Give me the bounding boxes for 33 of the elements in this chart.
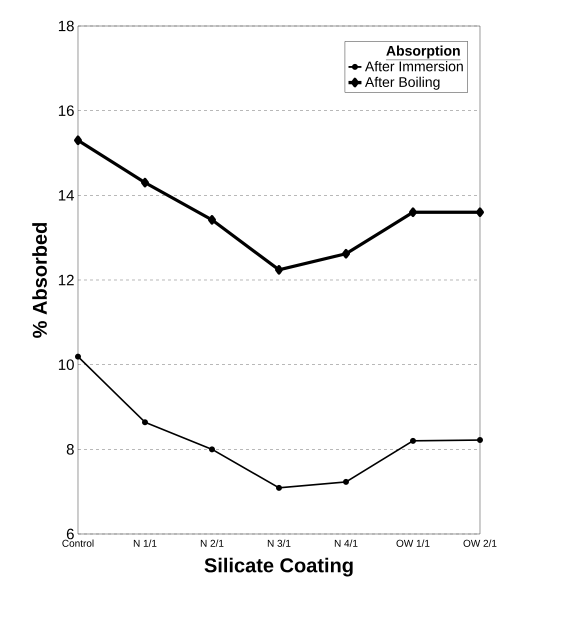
point bbox=[74, 136, 82, 146]
x-tick-label: N 2/1 bbox=[200, 540, 224, 547]
x-tick-label: Control bbox=[62, 540, 94, 547]
point bbox=[410, 438, 416, 444]
x-axis-title: Silicate Coating bbox=[204, 558, 353, 576]
y-tick-label: 8 bbox=[66, 444, 74, 455]
y-tick-label: 16 bbox=[58, 105, 74, 116]
x-tick-label: OW 2/1 bbox=[464, 540, 496, 547]
point bbox=[342, 248, 350, 259]
y-axis-title: % Absorbed bbox=[32, 223, 47, 338]
point bbox=[74, 354, 81, 360]
point bbox=[408, 207, 417, 218]
legend-label: After Boiling bbox=[364, 76, 440, 90]
point bbox=[140, 178, 149, 188]
point bbox=[142, 419, 148, 426]
x-tick-label: OW 1/1 bbox=[396, 540, 430, 547]
y-tick-label: 14 bbox=[58, 190, 74, 200]
y-tick-label: 18 bbox=[58, 20, 74, 32]
point bbox=[276, 484, 282, 491]
point bbox=[476, 437, 483, 444]
y-tick-label: 6 bbox=[66, 528, 74, 540]
point bbox=[342, 478, 349, 485]
legend-label: After Immersion bbox=[364, 61, 463, 72]
x-tick-label: N 1/1 bbox=[134, 540, 156, 547]
point bbox=[208, 215, 216, 225]
x-tick-label: N 3/1 bbox=[268, 540, 290, 547]
x-tick-label: N 4/1 bbox=[334, 540, 358, 547]
y-tick-label: 12 bbox=[58, 274, 74, 286]
legend-title: Absorption bbox=[386, 45, 460, 58]
point bbox=[476, 207, 484, 218]
point bbox=[274, 265, 283, 275]
point bbox=[208, 446, 215, 452]
y-tick-label: 10 bbox=[58, 359, 74, 370]
